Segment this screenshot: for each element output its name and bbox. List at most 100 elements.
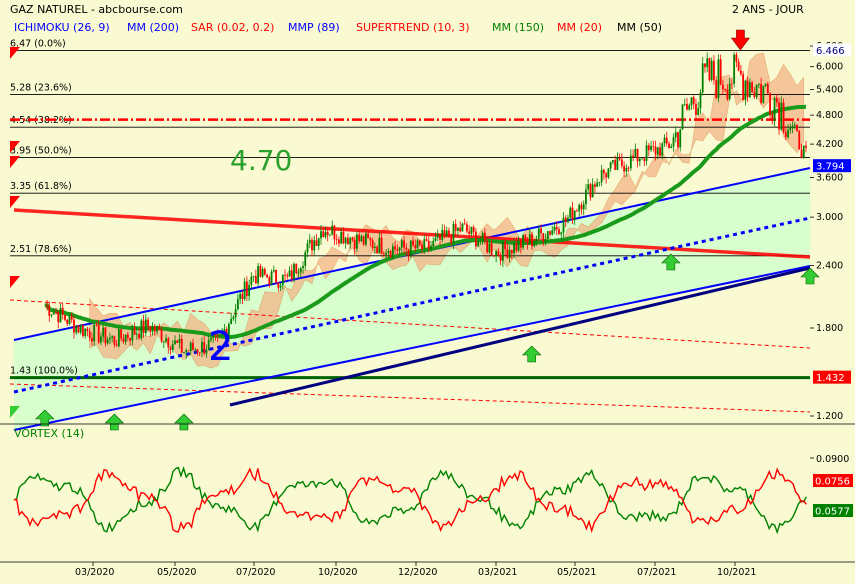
vortex-tick-label: 0.0900 bbox=[816, 454, 849, 465]
candle-body bbox=[68, 315, 71, 324]
candle-body bbox=[468, 231, 471, 235]
candle-body bbox=[115, 344, 118, 346]
candle-body bbox=[268, 277, 271, 285]
candle-body bbox=[517, 239, 520, 251]
x-tick-label: 07/2021 bbox=[637, 567, 676, 578]
candle-body bbox=[773, 97, 776, 122]
vortex-minus-line bbox=[13, 467, 807, 534]
candle-body bbox=[259, 266, 262, 277]
y-tick-label: 6.000 bbox=[816, 62, 843, 73]
candle-body bbox=[405, 247, 408, 250]
x-tick-label: 10/2020 bbox=[318, 567, 357, 578]
candle-body bbox=[295, 263, 298, 274]
candle-body bbox=[769, 93, 771, 115]
candle-body bbox=[466, 224, 468, 232]
support-price-tag-bg bbox=[813, 370, 851, 384]
fibonacci-label: 5.28 (23.6%) bbox=[10, 82, 72, 93]
candle-body bbox=[243, 281, 246, 299]
candle-body bbox=[174, 340, 176, 345]
candle-body bbox=[97, 324, 100, 343]
candle-body bbox=[387, 251, 390, 253]
candle-body bbox=[780, 102, 783, 130]
candle-body bbox=[560, 232, 563, 235]
channel-lower-line bbox=[13, 265, 811, 431]
fibonacci-label: 4.54 (38.2%) bbox=[10, 115, 72, 126]
fibonacci-label: 3.95 (50.0%) bbox=[10, 145, 72, 156]
candle-body bbox=[214, 335, 217, 337]
candle-body bbox=[508, 249, 511, 258]
candle-body bbox=[692, 97, 695, 104]
x-tick-label: 03/2021 bbox=[478, 567, 517, 578]
candle-body bbox=[241, 293, 244, 299]
candle-body bbox=[93, 324, 96, 342]
candle-body bbox=[674, 132, 677, 138]
indicator-label: MMP (89) bbox=[288, 21, 340, 34]
buy-signal-icon bbox=[174, 413, 194, 431]
vortex-value-tag: 0.0756 bbox=[815, 477, 850, 488]
candle-body bbox=[643, 158, 646, 161]
candle-body bbox=[342, 231, 345, 244]
candle-body bbox=[479, 241, 482, 243]
candle-body bbox=[722, 84, 724, 90]
candle-body bbox=[683, 103, 686, 105]
candle-body bbox=[252, 275, 255, 277]
candle-body bbox=[113, 336, 116, 345]
candle-body bbox=[263, 268, 266, 275]
candle-body bbox=[589, 184, 592, 198]
candle-body bbox=[315, 240, 318, 246]
candle-body bbox=[353, 239, 356, 249]
candle-body bbox=[549, 231, 551, 235]
candle-body bbox=[611, 160, 614, 163]
candle-body bbox=[634, 148, 637, 158]
candle-body bbox=[784, 132, 787, 138]
candle-body bbox=[695, 103, 697, 115]
candle-body bbox=[138, 333, 140, 339]
period-label: 2 ANS - JOUR bbox=[732, 3, 804, 16]
candle-body bbox=[73, 319, 75, 333]
high-price-tag-bg bbox=[813, 43, 851, 57]
candle-body bbox=[782, 102, 785, 133]
candle-body bbox=[358, 234, 361, 242]
sar-flag-icon bbox=[10, 196, 20, 208]
candle-body bbox=[320, 231, 322, 239]
y-tick-label: 4.800 bbox=[816, 110, 843, 121]
candle-body bbox=[726, 89, 729, 100]
vortex-tag-bg bbox=[813, 504, 853, 517]
candle-body bbox=[95, 324, 98, 326]
candle-body bbox=[48, 305, 51, 316]
sar-flag-icon bbox=[10, 47, 20, 59]
candle-body bbox=[441, 230, 444, 240]
candle-body bbox=[64, 314, 66, 320]
candle-body bbox=[764, 83, 767, 86]
candle-body bbox=[106, 339, 109, 344]
high-price-tag: 6.466 bbox=[816, 46, 845, 57]
fibonacci-label: 1.43 (100.0%) bbox=[10, 366, 78, 377]
candle-body bbox=[272, 269, 275, 272]
sar-flag-icon bbox=[10, 141, 20, 153]
candle-body bbox=[275, 269, 277, 283]
candle-body bbox=[239, 293, 242, 300]
buy-signal-icon bbox=[800, 267, 820, 285]
candle-body bbox=[677, 132, 679, 148]
candle-body bbox=[558, 229, 560, 235]
candle-body bbox=[102, 327, 105, 337]
candle-body bbox=[91, 337, 93, 342]
candle-body bbox=[57, 312, 60, 323]
candle-body bbox=[751, 82, 754, 93]
candle-body bbox=[281, 274, 284, 286]
candle-body bbox=[109, 337, 111, 340]
sell-signal-icon bbox=[730, 29, 751, 51]
candle-body bbox=[430, 246, 432, 250]
candle-body bbox=[598, 182, 601, 183]
candle-body bbox=[697, 108, 700, 115]
candle-body bbox=[706, 58, 709, 68]
candle-body bbox=[302, 265, 304, 269]
candle-body bbox=[681, 104, 684, 130]
trend-support-line bbox=[229, 266, 811, 407]
candle-body bbox=[212, 335, 215, 338]
candle-body bbox=[486, 240, 489, 253]
candle-body bbox=[293, 263, 295, 280]
red-trend-line bbox=[13, 208, 811, 259]
candle-body bbox=[261, 268, 264, 277]
